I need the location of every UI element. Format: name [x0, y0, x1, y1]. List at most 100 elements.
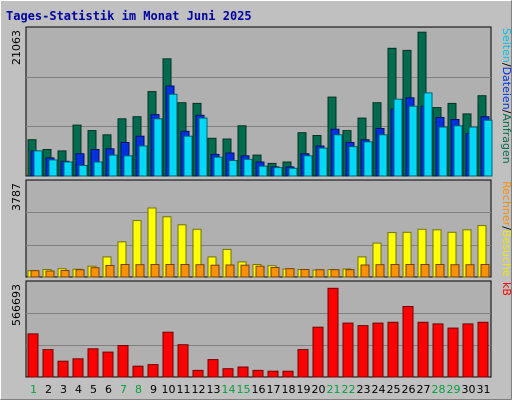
bar-middle-rechner-day-16	[255, 265, 265, 278]
bar-middle-rechner-day-17	[270, 267, 280, 278]
x-tick-label-day-30: 30	[462, 383, 476, 396]
bar-middle-rechner-day-21	[330, 269, 340, 278]
bar-middle-rechner-day-13	[210, 264, 220, 278]
bar-top-seiten-day-24	[378, 134, 388, 177]
bar-middle-rechner-day-1	[30, 270, 40, 278]
legend-entry: Dateien	[500, 67, 512, 110]
bar-bottom-kb-day-26	[402, 306, 414, 378]
x-tick-label-day-13: 13	[207, 383, 221, 396]
bar-top-seiten-day-16	[258, 165, 268, 177]
bar-middle-rechner-day-27	[420, 264, 430, 278]
bar-top-seiten-day-9	[153, 118, 163, 177]
x-tick-label-day-1: 1	[30, 383, 37, 396]
bar-top-seiten-day-4	[78, 165, 88, 177]
bar-middle-rechner-day-4	[75, 269, 85, 278]
bar-bottom-kb-day-27	[417, 321, 429, 378]
x-tick-label-day-24: 24	[372, 383, 386, 396]
x-tick-label-day-5: 5	[90, 383, 97, 396]
bar-bottom-kb-day-13	[207, 359, 219, 378]
panel-bottom: 566693 kB	[10, 280, 512, 378]
bar-bottom-kb-day-25	[387, 321, 399, 378]
bar-middle-rechner-day-28	[435, 264, 445, 278]
bar-bottom-kb-day-15	[237, 366, 249, 378]
bar-bottom-kb-day-20	[312, 326, 324, 378]
legend-entry: /	[500, 110, 512, 114]
bar-top-seiten-day-15	[243, 158, 253, 177]
panel-top: 21063 Seiten/Dateien/Anfragen	[10, 26, 512, 177]
x-tick-label-day-29: 29	[447, 383, 461, 396]
bar-top-seiten-day-23	[363, 141, 373, 177]
bar-top-seiten-day-30	[468, 126, 478, 177]
bar-bottom-kb-day-24	[372, 322, 384, 378]
bar-bottom-kb-day-11	[177, 344, 189, 378]
legend-bottom: kB	[500, 282, 512, 296]
x-tick-label-day-18: 18	[282, 383, 296, 396]
panel-top-max-label: 21063	[10, 30, 23, 65]
x-tick-label-day-8: 8	[135, 383, 142, 396]
x-tick-label-day-6: 6	[105, 383, 112, 396]
bar-bottom-kb-day-30	[462, 323, 474, 378]
bar-bottom-kb-day-23	[357, 325, 369, 378]
bar-bottom-kb-day-1	[27, 333, 39, 378]
bar-bottom-kb-day-5	[87, 348, 99, 378]
bar-middle-rechner-day-6	[105, 265, 115, 278]
x-tick-label-day-7: 7	[120, 383, 127, 396]
x-tick-label-day-26: 26	[402, 383, 416, 396]
bar-middle-rechner-day-26	[405, 264, 415, 278]
bar-bottom-kb-day-3	[57, 360, 69, 378]
bar-bottom-kb-day-17	[267, 370, 279, 378]
bar-middle-rechner-day-14	[225, 264, 235, 278]
bar-top-seiten-day-12	[198, 117, 208, 177]
x-tick-label-day-15: 15	[237, 383, 251, 396]
bar-top-seiten-day-8	[138, 145, 148, 177]
bar-middle-rechner-day-19	[300, 269, 310, 278]
legend-entry: kB	[500, 282, 512, 296]
x-tick-label-day-31: 31	[477, 383, 491, 396]
x-tick-label-day-2: 2	[45, 383, 52, 396]
plot-area: 21063 Seiten/Dateien/Anfragen 3787 Rechner/…	[10, 26, 512, 396]
bar-bottom-kb-day-9	[147, 364, 159, 378]
bar-middle-rechner-day-5	[90, 267, 100, 278]
bar-middle-rechner-day-3	[60, 270, 70, 278]
panel-middle: 3787 Rechner/Besuche	[10, 179, 512, 278]
legend-entry: /	[500, 63, 512, 67]
bar-top-seiten-day-17	[273, 167, 283, 177]
bar-middle-rechner-day-2	[45, 270, 55, 278]
bar-bottom-kb-day-7	[117, 345, 129, 378]
legend-top: Seiten/Dateien/Anfragen	[500, 28, 512, 164]
bar-bottom-kb-day-8	[132, 365, 144, 378]
bar-middle-rechner-day-9	[150, 264, 160, 278]
bar-bottom-kb-day-4	[72, 358, 84, 378]
bar-middle-rechner-day-29	[450, 264, 460, 278]
bar-middle-rechner-day-31	[480, 264, 490, 278]
bar-bottom-kb-day-12	[192, 369, 204, 378]
x-tick-label-day-12: 12	[192, 383, 206, 396]
x-tick-label-day-27: 27	[417, 383, 431, 396]
bar-top-seiten-day-27	[423, 92, 433, 177]
bar-top-seiten-day-13	[213, 156, 223, 177]
bar-top-seiten-day-22	[348, 146, 358, 177]
bar-middle-rechner-day-10	[165, 264, 175, 278]
bar-top-seiten-day-29	[453, 125, 463, 177]
bar-bottom-kb-day-2	[42, 349, 54, 378]
x-tick-label-day-28: 28	[432, 383, 446, 396]
bar-bottom-kb-day-22	[342, 322, 354, 378]
bar-bottom-kb-day-19	[297, 349, 309, 378]
bar-middle-rechner-day-22	[345, 269, 355, 278]
bar-bottom-kb-day-14	[222, 368, 234, 378]
bar-top-seiten-day-5	[93, 161, 103, 177]
panel-middle-max-label: 3787	[10, 183, 23, 211]
bar-middle-rechner-day-18	[285, 268, 295, 278]
chart-title: Tages-Statistik im Monat Juni 2025	[6, 9, 252, 23]
bar-bottom-kb-day-29	[447, 327, 459, 378]
bar-top-seiten-day-3	[63, 161, 73, 177]
x-tick-label-day-14: 14	[222, 383, 236, 396]
bar-middle-rechner-day-8	[135, 264, 145, 278]
legend-entry: Seiten	[500, 28, 512, 63]
bar-top-seiten-day-1	[33, 150, 43, 177]
bar-top-seiten-day-18	[288, 167, 298, 177]
bar-top-seiten-day-10	[168, 93, 178, 177]
x-tick-label-day-9: 9	[150, 383, 157, 396]
bar-top-seiten-day-25	[393, 98, 403, 177]
